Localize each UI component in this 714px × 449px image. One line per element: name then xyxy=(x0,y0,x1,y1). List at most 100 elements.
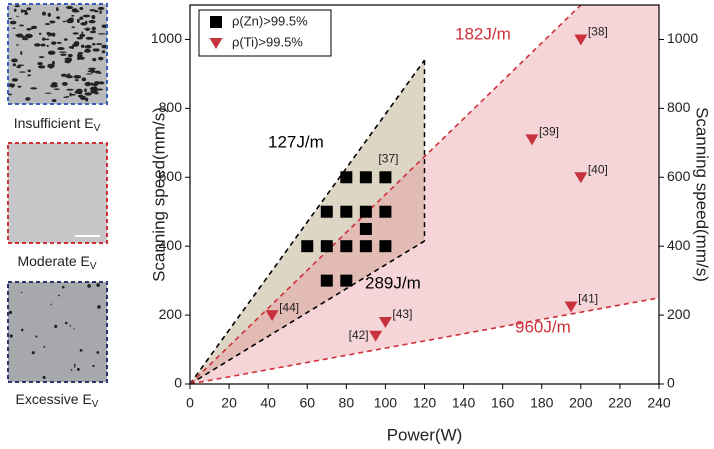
plot-area xyxy=(190,5,659,384)
y2-tick-label: 400 xyxy=(667,237,691,253)
marker xyxy=(360,223,372,235)
pore xyxy=(84,88,87,92)
marker xyxy=(360,171,372,183)
pore xyxy=(18,64,24,65)
pore xyxy=(39,56,45,58)
pore xyxy=(69,46,74,48)
micrograph xyxy=(8,143,107,243)
pore xyxy=(59,51,67,52)
pore xyxy=(73,32,79,34)
panel-caption: Excessive EV xyxy=(16,391,99,410)
pore xyxy=(70,325,72,327)
pore xyxy=(54,325,57,328)
marker xyxy=(321,275,333,287)
x-axis-title: Power(W) xyxy=(387,425,463,444)
pore xyxy=(79,7,83,10)
pore xyxy=(26,28,31,31)
point-label: [41] xyxy=(578,292,598,306)
pore xyxy=(96,43,102,45)
pore xyxy=(89,9,96,11)
y-tick-label: 200 xyxy=(159,306,183,322)
pore xyxy=(92,365,94,367)
pore xyxy=(46,32,50,35)
pore xyxy=(96,283,100,287)
x-tick-label: 180 xyxy=(530,395,554,411)
pore xyxy=(76,92,83,94)
pore xyxy=(62,286,65,289)
pore xyxy=(47,65,49,67)
pore xyxy=(68,54,73,57)
pore xyxy=(77,54,83,57)
caption-subscript: V xyxy=(92,399,99,410)
pore xyxy=(85,82,92,86)
marker xyxy=(321,240,333,252)
caption-text: Moderate E xyxy=(17,253,89,269)
caption-text: Insufficient E xyxy=(14,115,94,131)
pore xyxy=(27,74,31,76)
pore xyxy=(54,88,60,90)
x-tick-label: 220 xyxy=(608,395,632,411)
pore xyxy=(42,12,46,16)
pore xyxy=(69,92,71,96)
pore xyxy=(88,68,96,70)
pore xyxy=(79,34,85,38)
pore xyxy=(51,41,56,45)
y-tick-label: 0 xyxy=(174,375,182,391)
pore xyxy=(48,36,50,37)
pore xyxy=(98,57,104,61)
pore xyxy=(24,12,28,15)
x-tick-label: 200 xyxy=(569,395,593,411)
pore xyxy=(66,89,74,91)
pore xyxy=(27,69,30,72)
pore xyxy=(86,37,94,40)
pore xyxy=(11,59,18,63)
pore xyxy=(22,10,27,12)
pore xyxy=(91,15,95,19)
pore xyxy=(65,322,68,325)
pore xyxy=(74,328,75,329)
pore xyxy=(32,351,35,354)
pore xyxy=(85,45,92,49)
pore xyxy=(19,25,24,27)
pore xyxy=(16,16,19,17)
pore xyxy=(74,364,76,366)
pore xyxy=(102,50,106,53)
pore xyxy=(60,53,67,55)
y-axis-title: Scanning speed(mm/s) xyxy=(149,107,168,282)
pore xyxy=(45,93,52,94)
pore xyxy=(10,21,17,25)
y2-tick-label: 600 xyxy=(667,168,691,184)
legend-label: ρ(Ti)>99.5% xyxy=(232,34,303,49)
pore xyxy=(50,84,58,87)
pore xyxy=(95,88,103,90)
x-tick-label: 140 xyxy=(452,395,476,411)
micrograph-panels xyxy=(8,4,108,382)
pore xyxy=(90,31,96,34)
pore xyxy=(58,295,60,297)
line-label: 289J/m xyxy=(365,273,421,292)
pore xyxy=(35,335,37,337)
x-tick-label: 100 xyxy=(374,395,398,411)
pore xyxy=(98,33,106,34)
marker xyxy=(379,206,391,218)
pore xyxy=(48,13,51,17)
pore xyxy=(81,45,84,49)
pore xyxy=(92,58,96,61)
pore xyxy=(92,27,96,31)
pore xyxy=(47,45,49,47)
pore xyxy=(12,28,15,29)
pore xyxy=(80,22,87,25)
pore xyxy=(98,72,101,74)
pore xyxy=(25,34,33,38)
marker xyxy=(340,171,352,183)
pore xyxy=(89,20,96,23)
pore xyxy=(78,94,83,97)
x-tick-label: 240 xyxy=(647,395,671,411)
pore xyxy=(42,376,45,379)
y2-tick-label: 200 xyxy=(667,306,691,322)
marker xyxy=(340,206,352,218)
pore xyxy=(13,63,16,66)
pore xyxy=(82,77,87,81)
pore xyxy=(68,60,73,61)
